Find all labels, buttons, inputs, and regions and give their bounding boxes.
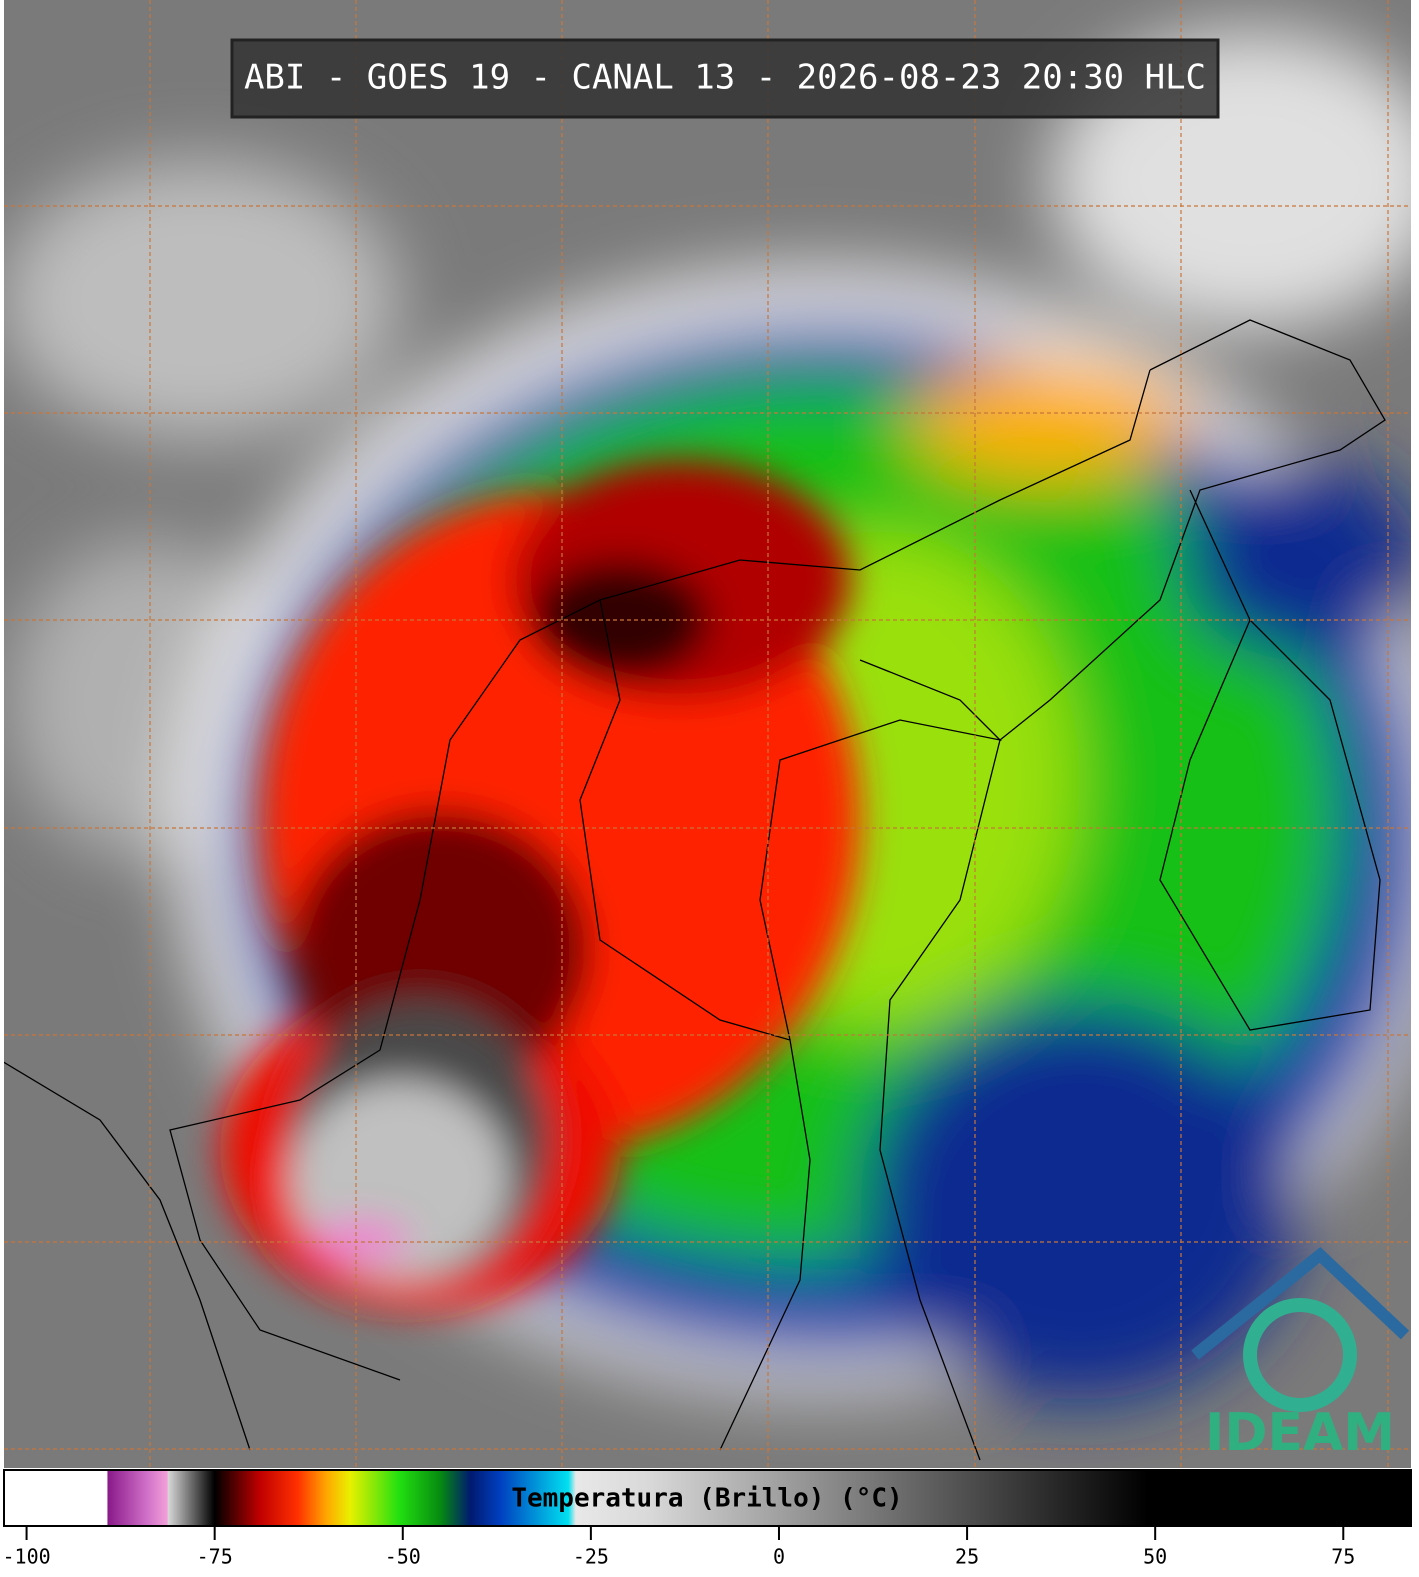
tick-label: 25 xyxy=(955,1545,979,1569)
logo-roof xyxy=(1191,1247,1410,1360)
title-box xyxy=(230,38,1220,119)
colorbar-label: Temperatura (Brillo) (°C) xyxy=(511,1484,902,1514)
tick-label: -100 xyxy=(2,1545,50,1569)
tick-label: -25 xyxy=(573,1545,609,1569)
tick-label: 75 xyxy=(1331,1545,1355,1569)
tick-label: 0 xyxy=(773,1545,785,1569)
tick-label: -75 xyxy=(197,1545,233,1569)
tick-label: -50 xyxy=(385,1545,421,1569)
satellite-image xyxy=(4,0,1411,1468)
title: ABI - GOES 19 - CANAL 13 - 2026-08-23 20… xyxy=(244,58,1206,98)
logo-swirl xyxy=(1243,1298,1357,1412)
tick-label: 50 xyxy=(1143,1545,1167,1569)
country-borders xyxy=(4,319,1386,1461)
logo-text: IDEAM xyxy=(1205,1403,1395,1463)
lat-lon-grid xyxy=(4,0,1411,1468)
logo: IDEAM xyxy=(1191,1247,1410,1463)
colorbar xyxy=(3,1469,1412,1527)
